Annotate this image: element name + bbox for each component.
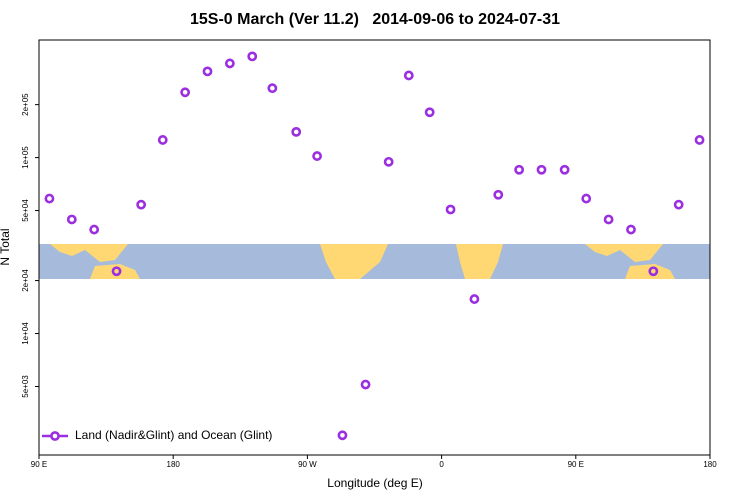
point (312, 151, 322, 161)
point (157, 135, 168, 145)
point (403, 70, 414, 81)
point (383, 156, 394, 167)
y-axis-label: N Total (0, 228, 12, 265)
x-tick-label: 90 W (298, 460, 317, 469)
point (66, 214, 77, 225)
legend-label: Land (Nadir&Glint) and Ocean (Glint) (75, 428, 272, 442)
point (424, 107, 435, 118)
x-tick-label: 90 E (568, 460, 584, 469)
y-tick-label: 1e+04 (21, 322, 30, 345)
land (456, 244, 503, 279)
land (50, 244, 128, 262)
point (445, 204, 456, 215)
point (224, 58, 235, 69)
land (90, 264, 140, 279)
land (320, 244, 388, 279)
y-tick-label: 2e+05 (21, 93, 30, 116)
y-tick-label: 5e+04 (21, 199, 30, 222)
point (202, 66, 213, 77)
point (291, 126, 302, 137)
point (603, 214, 614, 225)
point (111, 266, 122, 277)
point (536, 164, 547, 175)
point (89, 224, 100, 235)
point (581, 193, 592, 204)
point (44, 193, 55, 204)
x-axis-label: Longitude (deg E) (327, 476, 422, 490)
point (648, 266, 659, 277)
x-tick-label: 90 E (31, 460, 47, 469)
chart-title: 15S-0 March (Ver 11.2) 2014-09-06 to 202… (190, 11, 560, 28)
x-tick-label: 180 (167, 460, 181, 469)
point (514, 164, 525, 175)
plot-frame (38, 39, 711, 456)
point (469, 294, 480, 304)
y-tick-label: 5e+03 (21, 375, 30, 398)
point (673, 199, 684, 210)
x-tick-label: 0 (439, 460, 444, 469)
point (267, 83, 278, 94)
point (247, 51, 258, 62)
point (626, 224, 636, 235)
point (337, 430, 348, 441)
point (360, 379, 371, 390)
map-strip (39, 244, 710, 279)
point (559, 164, 570, 175)
x-tick-label: 180 (703, 460, 717, 469)
point (180, 87, 191, 98)
point (493, 189, 504, 200)
land (585, 244, 663, 262)
point (136, 199, 147, 210)
point (694, 135, 705, 145)
legend-marker (50, 431, 60, 441)
y-tick-label: 1e+05 (21, 146, 30, 169)
y-tick-label: 2e+04 (21, 269, 30, 292)
